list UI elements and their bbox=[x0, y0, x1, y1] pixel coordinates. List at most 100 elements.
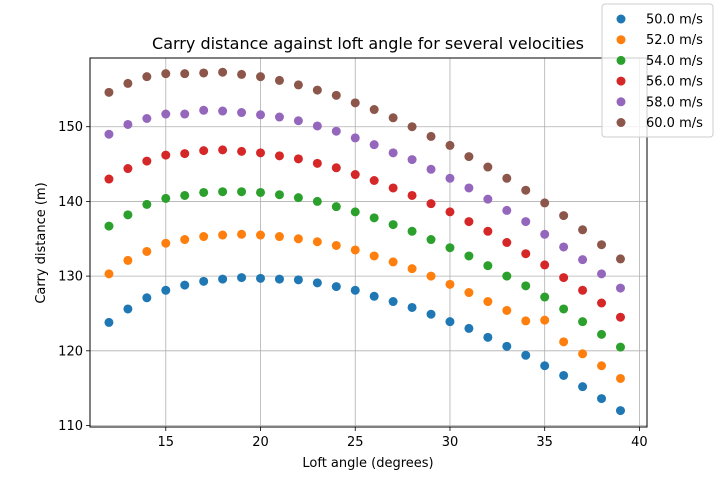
data-point bbox=[293, 193, 303, 203]
data-point bbox=[521, 185, 531, 195]
data-point bbox=[180, 149, 190, 159]
data-point bbox=[123, 255, 133, 265]
series-5 bbox=[104, 105, 625, 293]
data-point bbox=[559, 337, 569, 347]
data-point bbox=[483, 162, 493, 172]
data-point bbox=[237, 69, 247, 79]
data-point bbox=[578, 349, 588, 359]
data-point bbox=[426, 199, 436, 209]
data-point bbox=[388, 220, 398, 230]
data-point bbox=[161, 69, 171, 79]
legend-label: 60.0 m/s bbox=[646, 116, 703, 131]
data-point bbox=[350, 133, 360, 143]
data-point bbox=[502, 271, 512, 281]
data-point bbox=[161, 193, 171, 203]
legend-marker bbox=[616, 97, 626, 107]
data-point bbox=[161, 150, 171, 160]
data-point bbox=[142, 114, 152, 124]
data-point bbox=[256, 273, 266, 283]
legend-label: 52.0 m/s bbox=[646, 33, 703, 48]
data-point bbox=[293, 275, 303, 285]
data-point bbox=[237, 108, 247, 118]
data-point bbox=[407, 226, 417, 236]
data-point bbox=[293, 154, 303, 164]
data-point bbox=[426, 271, 436, 281]
legend: 50.0 m/s 52.0 m/s 54.0 m/s 56.0 m/s 58.0 m/s… bbox=[601, 3, 714, 138]
data-point bbox=[237, 187, 247, 197]
data-point bbox=[407, 155, 417, 165]
data-point bbox=[218, 106, 228, 116]
data-point bbox=[123, 119, 133, 129]
data-point bbox=[502, 305, 512, 315]
data-point bbox=[445, 140, 455, 150]
data-point bbox=[407, 264, 417, 274]
data-point bbox=[256, 230, 266, 240]
data-point bbox=[597, 269, 607, 279]
data-point bbox=[237, 273, 247, 283]
x-tick-label: 35 bbox=[536, 435, 553, 450]
data-point bbox=[161, 285, 171, 295]
legend-label: 54.0 m/s bbox=[646, 54, 703, 69]
data-point bbox=[445, 279, 455, 289]
data-point bbox=[540, 361, 550, 371]
data-point bbox=[274, 190, 284, 200]
data-point bbox=[521, 217, 531, 227]
data-point bbox=[104, 269, 114, 279]
plot-frame bbox=[89, 57, 648, 428]
data-point bbox=[483, 226, 493, 236]
data-point bbox=[615, 283, 625, 293]
x-axis: 15 20 25 30 35 40 bbox=[158, 427, 648, 450]
data-point bbox=[445, 173, 455, 183]
data-point bbox=[142, 72, 152, 82]
data-point bbox=[597, 394, 607, 404]
data-point bbox=[464, 288, 474, 298]
legend-marker bbox=[616, 76, 626, 86]
data-point bbox=[369, 176, 379, 186]
data-point bbox=[502, 238, 512, 247]
data-point bbox=[104, 221, 114, 231]
data-point bbox=[331, 282, 341, 292]
data-point bbox=[142, 199, 152, 209]
data-point bbox=[331, 240, 341, 250]
data-point bbox=[142, 156, 152, 166]
data-point bbox=[123, 78, 133, 88]
data-point bbox=[464, 152, 474, 162]
data-point bbox=[274, 112, 284, 122]
data-point bbox=[104, 174, 114, 184]
data-point bbox=[199, 187, 209, 197]
data-point bbox=[388, 297, 398, 307]
data-point bbox=[615, 254, 625, 264]
x-tick-label: 15 bbox=[158, 435, 175, 450]
data-point bbox=[483, 261, 493, 271]
legend-label: 56.0 m/s bbox=[646, 75, 703, 90]
data-point bbox=[199, 146, 209, 156]
data-point bbox=[540, 315, 550, 325]
legend-label: 58.0 m/s bbox=[646, 95, 703, 110]
data-point bbox=[104, 87, 114, 97]
data-point bbox=[256, 110, 266, 120]
x-tick-label: 25 bbox=[347, 435, 364, 450]
chart-title: Carry distance against loft angle for se… bbox=[152, 34, 584, 53]
data-point bbox=[578, 285, 588, 295]
data-point bbox=[312, 85, 322, 95]
legend-label: 50.0 m/s bbox=[646, 13, 703, 28]
data-point bbox=[615, 373, 625, 383]
data-points bbox=[104, 67, 625, 416]
data-point bbox=[293, 234, 303, 244]
data-point bbox=[464, 323, 474, 333]
data-point bbox=[218, 274, 228, 284]
data-point bbox=[540, 292, 550, 302]
data-point bbox=[331, 163, 341, 173]
y-axis: 110 120 130 140 150 bbox=[58, 120, 90, 434]
data-point bbox=[180, 190, 190, 200]
data-point bbox=[426, 309, 436, 319]
data-point bbox=[312, 278, 322, 288]
data-point bbox=[350, 245, 360, 255]
data-point bbox=[578, 317, 588, 327]
y-tick-label: 140 bbox=[58, 195, 83, 210]
data-point bbox=[615, 312, 625, 322]
data-point bbox=[199, 232, 209, 242]
data-point bbox=[502, 173, 512, 183]
plot-area bbox=[89, 57, 648, 428]
